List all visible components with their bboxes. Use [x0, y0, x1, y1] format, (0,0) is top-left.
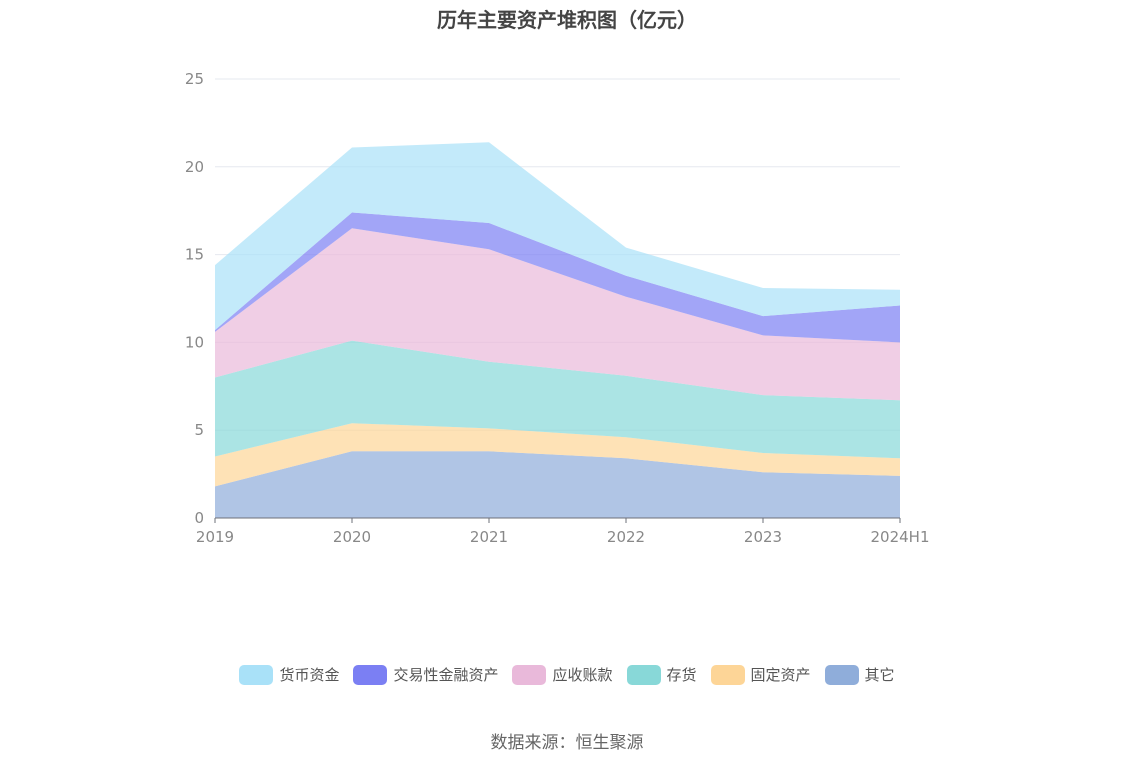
legend-label: 存货 [666, 666, 697, 684]
chart-title: 历年主要资产堆积图（亿元） [437, 8, 697, 32]
legend-swatch [710, 664, 745, 685]
legend-label: 交易性金融资产 [393, 666, 499, 684]
legend-item[interactable]: 货币资金 [239, 664, 339, 685]
legend-label: 其它 [864, 666, 895, 684]
legend-item[interactable]: 其它 [824, 664, 895, 685]
legend-swatch [824, 664, 859, 685]
x-tick-label: 2020 [333, 528, 371, 546]
legend-label: 应收账款 [552, 666, 613, 684]
legend-swatch [239, 664, 274, 685]
area-series-交易性金融资产 [215, 212, 900, 343]
y-tick-label: 0 [194, 509, 204, 527]
y-tick-label: 20 [185, 158, 204, 176]
legend-swatch [512, 664, 547, 685]
x-tick-label: 2023 [744, 528, 782, 546]
legend-label: 货币资金 [279, 666, 340, 684]
legend: 货币资金 交易性金融资产 应收账款 存货 固定资产 其它 [0, 664, 1134, 685]
legend-label: 固定资产 [750, 666, 811, 684]
legend-item[interactable]: 固定资产 [710, 664, 811, 685]
area-series-其它 [215, 451, 900, 518]
x-tick-label: 2021 [470, 528, 508, 546]
legend-swatch [626, 664, 661, 685]
area-series-应收账款 [215, 228, 900, 401]
area-series-货币资金 [215, 142, 900, 331]
y-tick-label: 15 [185, 246, 204, 264]
x-tick-label: 2022 [607, 528, 645, 546]
x-tick-label: 2019 [196, 528, 234, 546]
y-tick-label: 25 [185, 70, 204, 88]
area-series [215, 142, 900, 518]
legend-item[interactable]: 存货 [626, 664, 697, 685]
legend-item[interactable]: 交易性金融资产 [353, 664, 498, 685]
y-tick-label: 5 [194, 421, 204, 439]
legend-item[interactable]: 应收账款 [512, 664, 613, 685]
x-tick-label: 2024H1 [871, 528, 930, 546]
stacked-area-chart: 0 5 10 15 20 25 2019 2020 2021 2022 2023 2024H1 [185, 70, 930, 546]
data-source: 数据来源：恒生聚源 [490, 733, 644, 753]
area-series-固定资产 [215, 423, 900, 487]
y-tick-label: 10 [185, 333, 204, 351]
legend-swatch [353, 664, 388, 685]
axes: 0 5 10 15 20 25 2019 2020 2021 2022 2023 2024H1 [185, 70, 930, 546]
area-series-存货 [215, 340, 900, 459]
